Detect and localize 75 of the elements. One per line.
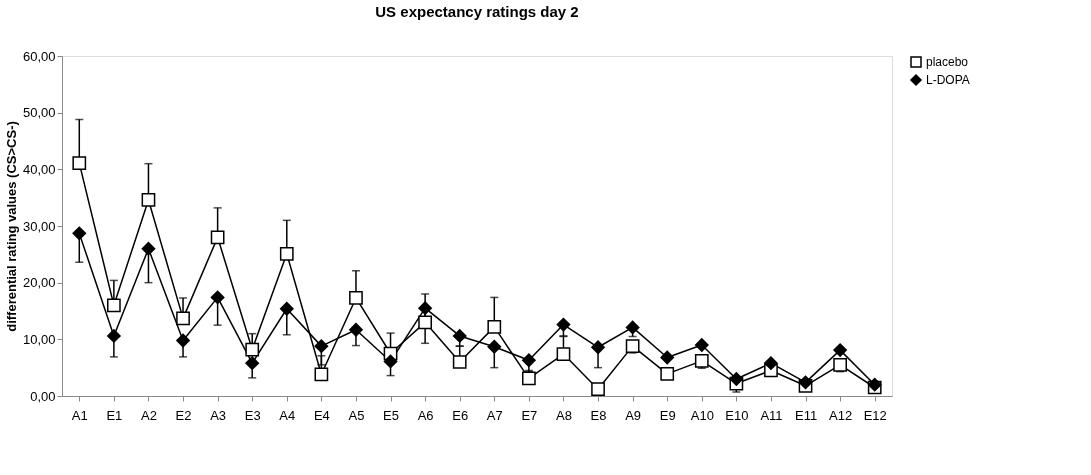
point: [591, 340, 605, 355]
x-tick-label: A12: [829, 407, 853, 423]
point: [625, 339, 640, 354]
point: [660, 367, 675, 381]
point: [452, 355, 467, 369]
point: [694, 353, 709, 368]
x-tick-label: A3: [210, 407, 227, 423]
y-tick-label: 0,00: [30, 388, 56, 404]
point: [141, 241, 156, 256]
x-tick-label: E5: [383, 407, 399, 423]
y-tick-label: 30,00: [22, 218, 56, 234]
point: [72, 156, 87, 170]
x-tick-label: E3: [244, 407, 261, 423]
point: [107, 298, 121, 313]
y-tick-label: 20,00: [22, 275, 56, 291]
point: [176, 333, 190, 348]
point: [452, 329, 467, 343]
point: [591, 382, 605, 397]
y-tick-label: 60,00: [22, 48, 56, 64]
point: [694, 338, 709, 352]
point: [487, 339, 502, 354]
point: [383, 354, 398, 369]
point: [245, 356, 260, 371]
x-tick-label: A11: [760, 407, 783, 423]
point: [314, 339, 329, 354]
point: [314, 367, 329, 382]
x-tick-label: E12: [863, 407, 887, 423]
point: [245, 342, 260, 357]
point: [279, 246, 294, 261]
point: [349, 291, 363, 305]
x-tick-label: A10: [690, 407, 714, 423]
point: [176, 311, 190, 326]
point: [210, 290, 225, 305]
x-tick-label: A1: [71, 407, 88, 423]
point: [141, 193, 156, 207]
point: [72, 226, 87, 241]
point: [556, 317, 571, 332]
y-tick-label: 50,00: [22, 105, 56, 121]
point: [556, 347, 571, 361]
point: [418, 315, 432, 330]
x-tick-label: E2: [175, 407, 192, 423]
x-tick-label: E1: [106, 407, 123, 423]
x-tick-label: E10: [725, 407, 749, 423]
chart-title: US expectancy ratings day 2: [375, 3, 579, 20]
point: [764, 356, 778, 371]
y-tick-label: 10,00: [22, 331, 56, 347]
y-tick-label: 40,00: [22, 161, 56, 177]
point: [279, 301, 294, 316]
point: [729, 372, 744, 386]
point: [107, 329, 121, 343]
x-tick-label: E4: [313, 407, 330, 423]
x-tick-label: A7: [486, 407, 503, 423]
x-tick-label: A6: [417, 407, 434, 423]
x-tick-label: E7: [521, 407, 538, 423]
legend-label: L-DOPA: [926, 73, 970, 87]
x-tick-label: A5: [348, 407, 365, 423]
point: [625, 320, 640, 335]
point: [210, 230, 225, 245]
x-tick-label: E8: [590, 407, 607, 423]
point: [522, 353, 536, 368]
x-tick-label: A4: [279, 407, 296, 423]
legend-label: placebo: [926, 55, 969, 69]
point: [833, 343, 847, 357]
point: [660, 350, 675, 365]
point: [349, 322, 363, 337]
y-axis-title: differential rating values (CS>CS-): [3, 121, 19, 332]
x-tick-label: E11: [794, 407, 818, 423]
x-tick-label: E6: [452, 407, 469, 423]
x-tick-label: A8: [556, 407, 572, 423]
x-tick-label: A9: [625, 407, 642, 423]
point: [487, 319, 502, 334]
x-tick-label: A2: [141, 407, 157, 423]
x-tick-label: E9: [659, 407, 676, 423]
point: [833, 357, 847, 372]
point: [418, 301, 432, 316]
